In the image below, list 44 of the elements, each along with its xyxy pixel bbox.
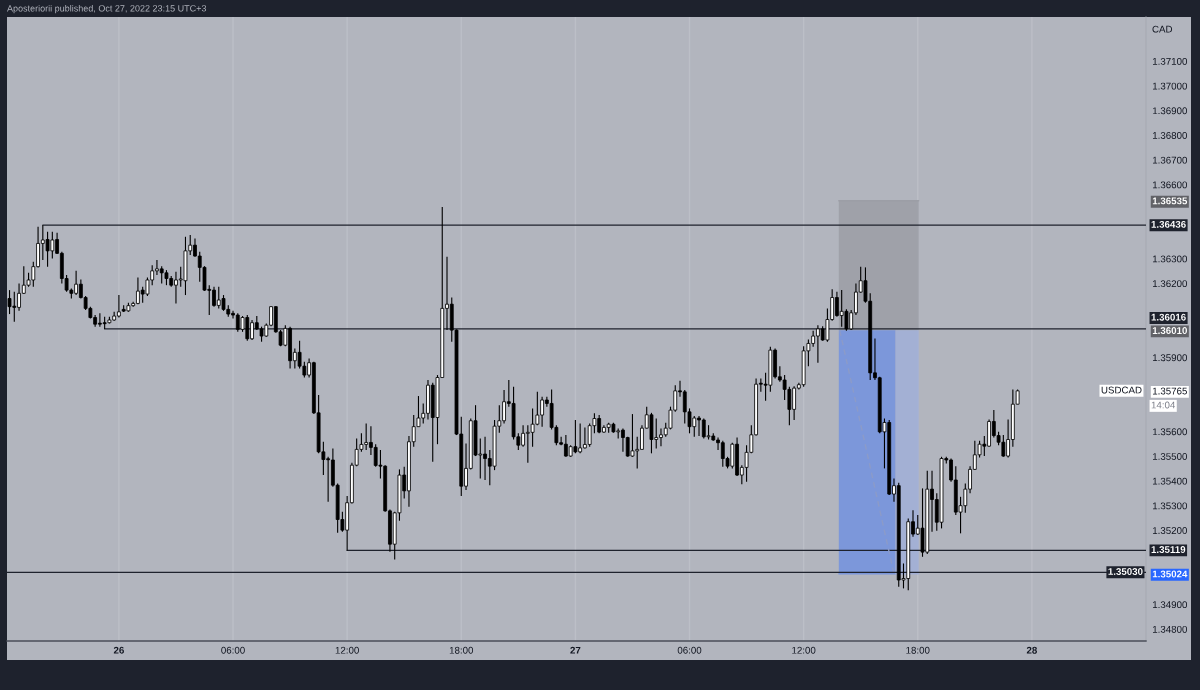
x-tick-label: 06:00 xyxy=(221,646,245,654)
x-tick-label: 12:00 xyxy=(335,646,359,654)
y-tick-label: 1.36800 xyxy=(1152,132,1188,139)
y-tick-label: 1.35900 xyxy=(1152,354,1188,362)
x-tick-label: 18:00 xyxy=(906,646,930,654)
chart-title: Aposteriorii published, Oct 27, 2022 23:15 UTC+3 xyxy=(7,4,207,14)
ref-line-label: 1.35030 xyxy=(1108,568,1143,575)
annotation: USDCAD xyxy=(1101,386,1142,394)
data-label: 1.35119 xyxy=(1151,546,1186,553)
y-tick-label: 1.37000 xyxy=(1152,82,1188,90)
candlestick xyxy=(45,231,50,268)
data-label: 1.36436 xyxy=(1151,220,1186,228)
x-tick-label: 18:00 xyxy=(449,646,474,654)
candlestick xyxy=(7,289,12,315)
y-tick-label: 1.36900 xyxy=(1152,107,1188,115)
text: 14:04 xyxy=(1151,401,1176,409)
y-tick-label: 1.35300 xyxy=(1152,502,1188,510)
candlestick xyxy=(920,487,925,558)
x-tick-label: 26 xyxy=(113,646,124,654)
y-tick-label: 1.36200 xyxy=(1152,280,1188,288)
candlestick xyxy=(530,407,535,448)
y-tick-label: 1.34800 xyxy=(1152,625,1188,633)
y-tick-label: 1.35765 xyxy=(1152,387,1187,395)
candlestick xyxy=(573,419,578,454)
y-tick-label: 1.36600 xyxy=(1152,181,1188,189)
candlestick xyxy=(630,413,635,458)
y-tick-label: 1.36535 xyxy=(1152,197,1188,205)
y-axis-title: CAD xyxy=(1152,25,1173,33)
x-tick-label: 12:00 xyxy=(792,646,816,654)
y-tick-label: 1.36300 xyxy=(1152,255,1188,263)
y-tick-label: 1.35400 xyxy=(1152,477,1188,485)
y-tick-label: 1.35024 xyxy=(1152,570,1188,578)
x-tick-label: 06:00 xyxy=(677,646,702,654)
x-tick-label: 27 xyxy=(570,646,581,654)
x-tick-label: 28 xyxy=(1026,646,1037,654)
y-tick-label: 1.35600 xyxy=(1152,428,1188,436)
y-tick-label: 1.35500 xyxy=(1152,453,1188,460)
y-tick-label: 1.35200 xyxy=(1152,527,1188,534)
y-tick-label: 1.36700 xyxy=(1152,156,1188,164)
y-tick-label: 1.36010 xyxy=(1152,327,1187,334)
candlestick xyxy=(844,308,849,332)
data-label: 1.36016 xyxy=(1151,313,1186,321)
y-tick-label: 1.37100 xyxy=(1152,57,1188,65)
y-tick-label: 1.34900 xyxy=(1152,601,1188,609)
